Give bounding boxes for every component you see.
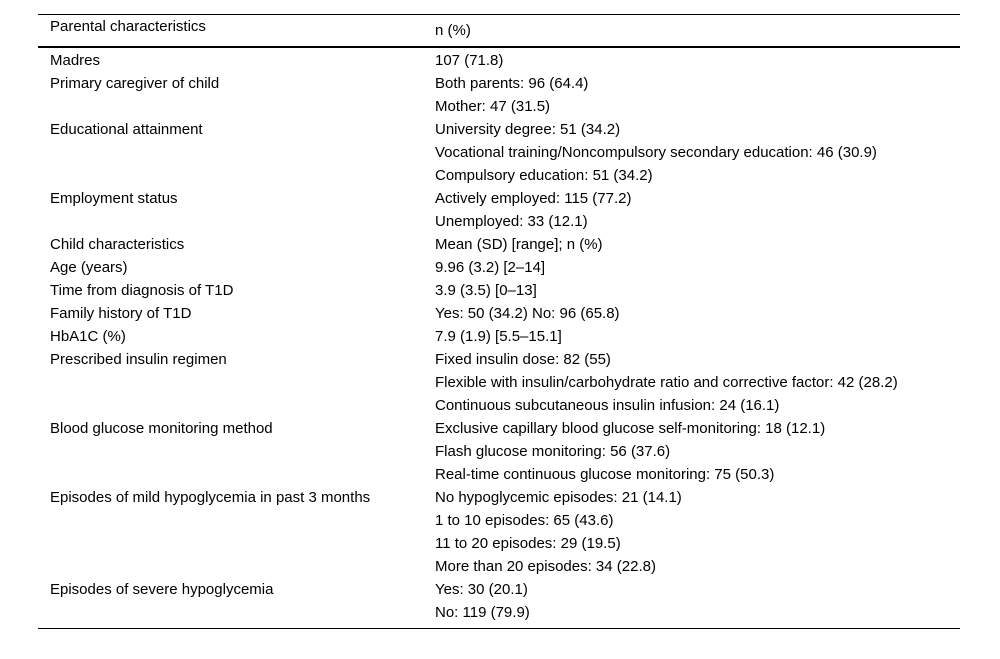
row-label: Age (years) [50,259,128,276]
table-header-row: Parental characteristics n (%) [38,14,960,48]
table-row: Educational attainment University degree:… [38,118,960,187]
table-row: Time from diagnosis of T1D 3.9 (3.5) [0–1… [38,279,960,302]
value-line: Vocational training/Noncompulsory second… [435,144,877,161]
row-label: Educational attainment [50,121,203,138]
header-n-percent: n (%) [435,22,471,39]
value-line: No: 119 (79.9) [435,604,530,621]
row-values: Both parents: 96 (64.4) Mother: 47 (31.5) [435,72,960,118]
table-row: Blood glucose monitoring method Exclusive… [38,417,960,486]
row-label: Prescribed insulin regimen [50,351,227,368]
value-line: More than 20 episodes: 34 (22.8) [435,558,656,575]
value-line: Yes: 30 (20.1) [435,581,528,598]
value-line: Flexible with insulin/carbohydrate ratio… [435,374,898,391]
table-body: Madres 107 (71.8) Primary caregiver of chi… [38,48,960,629]
table-row: Child characteristics Mean (SD) [range]; … [38,233,960,256]
table-row: Primary caregiver of child Both parents: … [38,72,960,118]
value-line: Continuous subcutaneous insulin infusion… [435,397,780,414]
row-values: 3.9 (3.5) [0–13] [435,279,960,302]
value-line: Unemployed: 33 (12.1) [435,213,588,230]
value-line: 9.96 (3.2) [2–14] [435,259,546,276]
value-line: Compulsory education: 51 (34.2) [435,167,653,184]
characteristics-table: Parental characteristics n (%) Madres 107… [38,14,960,629]
table-row: Age (years) 9.96 (3.2) [2–14] [38,256,960,279]
row-label: Madres [50,52,101,69]
row-label: Blood glucose monitoring method [50,420,273,437]
value-line: 11 to 20 episodes: 29 (19.5) [435,535,621,552]
row-values: No hypoglycemic episodes: 21 (14.1) 1 to … [435,486,960,578]
header-parental-characteristics: Parental characteristics [50,18,206,35]
value-line: 7.9 (1.9) [5.5–15.1] [435,328,562,345]
row-values: Yes: 50 (34.2) No: 96 (65.8) [435,302,960,325]
row-values: Fixed insulin dose: 82 (55) Flexible with… [435,348,960,417]
row-values: Yes: 30 (20.1) No: 119 (79.9) [435,578,960,624]
table-row: Prescribed insulin regimen Fixed insulin … [38,348,960,417]
value-line: University degree: 51 (34.2) [435,121,621,138]
row-label: Time from diagnosis of T1D [50,282,234,299]
value-line: 1 to 10 episodes: 65 (43.6) [435,512,614,529]
row-label: HbA1C (%) [50,328,126,345]
table-row: Madres 107 (71.8) [38,49,960,72]
value-line: 3.9 (3.5) [0–13] [435,282,537,299]
value-line: Exclusive capillary blood glucose self-m… [435,420,826,437]
row-values: Mean (SD) [range]; n (%) [435,233,960,256]
value-line: No hypoglycemic episodes: 21 (14.1) [435,489,682,506]
table-row: Episodes of severe hypoglycemia Yes: 30 (… [38,578,960,624]
table-row: Episodes of mild hypoglycemia in past 3 … [38,486,960,578]
row-values: Exclusive capillary blood glucose self-m… [435,417,960,486]
row-label: Episodes of mild hypoglycemia in past 3 … [50,489,371,506]
row-values: Actively employed: 115 (77.2) Unemployed:… [435,187,960,233]
table-row: Family history of T1D Yes: 50 (34.2) No: … [38,302,960,325]
row-values: 107 (71.8) [435,49,960,72]
value-line: Real-time continuous glucose monitoring:… [435,466,775,483]
value-line: Fixed insulin dose: 82 (55) [435,351,611,368]
value-line: 107 (71.8) [435,52,504,69]
value-line: Mother: 47 (31.5) [435,98,551,115]
row-label: Employment status [50,190,178,207]
row-values: 9.96 (3.2) [2–14] [435,256,960,279]
row-label: Primary caregiver of child [50,75,220,92]
value-line: Both parents: 96 (64.4) [435,75,589,92]
value-line: Mean (SD) [range]; n (%) [435,236,603,253]
row-label: Family history of T1D [50,305,192,322]
value-line: Actively employed: 115 (77.2) [435,190,632,207]
row-label: Child characteristics [50,236,185,253]
row-values: University degree: 51 (34.2) Vocational t… [435,118,960,187]
table-row: Employment status Actively employed: 115 … [38,187,960,233]
table-row: HbA1C (%) 7.9 (1.9) [5.5–15.1] [38,325,960,348]
value-line: Yes: 50 (34.2) No: 96 (65.8) [435,305,620,322]
row-label: Episodes of severe hypoglycemia [50,581,274,598]
value-line: Flash glucose monitoring: 56 (37.6) [435,443,671,460]
row-values: 7.9 (1.9) [5.5–15.1] [435,325,960,348]
